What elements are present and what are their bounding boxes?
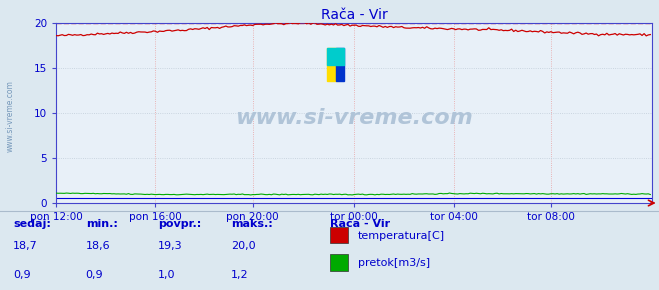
Text: temperatura[C]: temperatura[C] [358, 231, 445, 241]
Text: 1,2: 1,2 [231, 270, 248, 280]
Text: 18,7: 18,7 [13, 241, 38, 251]
Text: Rača - Vir: Rača - Vir [330, 219, 389, 229]
FancyBboxPatch shape [330, 227, 348, 243]
Text: maks.:: maks.: [231, 219, 272, 229]
Text: sedaj:: sedaj: [13, 219, 51, 229]
Title: Rača - Vir: Rača - Vir [321, 8, 387, 22]
Text: min.:: min.: [86, 219, 117, 229]
FancyBboxPatch shape [330, 254, 348, 271]
Text: pretok[m3/s]: pretok[m3/s] [358, 258, 430, 268]
Text: 1,0: 1,0 [158, 270, 176, 280]
Bar [335, 48, 344, 81]
Bar [328, 48, 344, 65]
Text: 18,6: 18,6 [86, 241, 110, 251]
Text: 20,0: 20,0 [231, 241, 255, 251]
Text: povpr.:: povpr.: [158, 219, 202, 229]
Text: www.si-vreme.com: www.si-vreme.com [5, 80, 14, 152]
Text: 19,3: 19,3 [158, 241, 183, 251]
Text: 0,9: 0,9 [13, 270, 31, 280]
Bar [328, 48, 335, 81]
Text: www.si-vreme.com: www.si-vreme.com [235, 108, 473, 128]
Text: 0,9: 0,9 [86, 270, 103, 280]
